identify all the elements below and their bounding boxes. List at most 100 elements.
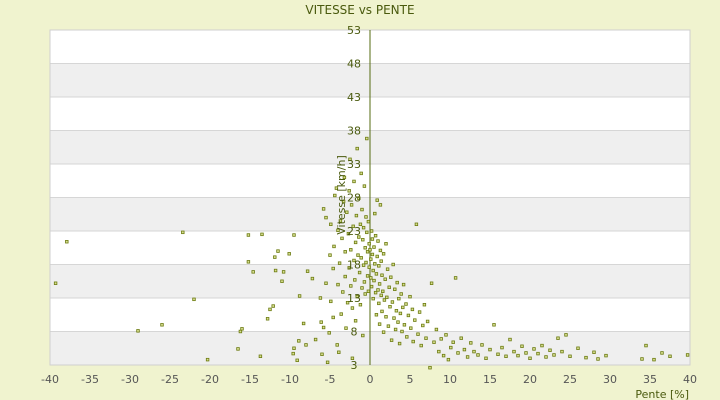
data-point bbox=[363, 292, 367, 296]
data-point bbox=[453, 276, 458, 280]
data-point bbox=[389, 338, 394, 342]
y-tick-label: 8 bbox=[351, 326, 358, 339]
data-point bbox=[346, 231, 351, 236]
data-point bbox=[349, 248, 353, 252]
y-tick-label: 23 bbox=[347, 225, 361, 238]
data-point bbox=[377, 264, 381, 268]
data-point bbox=[375, 254, 379, 259]
data-point bbox=[429, 281, 434, 285]
data-point bbox=[465, 355, 470, 359]
data-point bbox=[351, 224, 355, 229]
data-point bbox=[432, 340, 436, 344]
data-point bbox=[380, 309, 384, 314]
data-point bbox=[660, 351, 664, 355]
data-point bbox=[376, 239, 380, 243]
y-tick-label: 38 bbox=[347, 125, 361, 138]
data-point bbox=[401, 305, 405, 310]
data-point bbox=[584, 355, 588, 360]
data-point bbox=[390, 300, 395, 304]
data-point bbox=[318, 296, 323, 300]
data-point bbox=[449, 345, 453, 350]
y-tick-label: 53 bbox=[347, 24, 361, 37]
data-point bbox=[353, 240, 358, 245]
data-point bbox=[576, 346, 580, 350]
data-point bbox=[424, 336, 428, 340]
data-point bbox=[409, 326, 413, 330]
data-point bbox=[192, 297, 196, 302]
data-point bbox=[365, 250, 370, 254]
y-tick-label: 43 bbox=[347, 91, 361, 104]
data-point bbox=[387, 285, 391, 289]
data-point bbox=[524, 351, 528, 355]
data-point bbox=[548, 348, 552, 352]
data-point bbox=[516, 353, 520, 358]
data-point bbox=[372, 245, 376, 249]
data-point bbox=[358, 222, 363, 226]
x-tick-label: 10 bbox=[443, 373, 457, 386]
data-point bbox=[305, 269, 310, 273]
data-point bbox=[362, 184, 367, 188]
data-point bbox=[428, 365, 432, 370]
data-point bbox=[337, 350, 341, 354]
data-point bbox=[329, 222, 333, 226]
data-point bbox=[344, 326, 348, 330]
y-axis-label: Vitesse [km/h] bbox=[335, 155, 348, 235]
data-point bbox=[384, 242, 388, 246]
data-point bbox=[382, 298, 387, 302]
data-point bbox=[329, 299, 333, 304]
data-point bbox=[652, 357, 656, 362]
data-point bbox=[331, 315, 335, 320]
data-point bbox=[402, 323, 407, 327]
y-tick-label: 33 bbox=[347, 158, 361, 171]
data-point bbox=[357, 196, 361, 200]
data-point bbox=[394, 309, 399, 313]
data-point bbox=[251, 270, 255, 274]
data-point bbox=[332, 244, 336, 249]
data-point bbox=[417, 310, 422, 314]
data-point bbox=[160, 323, 164, 327]
data-point bbox=[592, 350, 596, 354]
y-tick-label: 3 bbox=[351, 359, 358, 372]
data-point bbox=[337, 261, 342, 265]
data-point bbox=[395, 280, 399, 285]
data-point bbox=[469, 341, 473, 345]
data-point bbox=[301, 321, 306, 326]
data-point bbox=[336, 228, 340, 233]
data-point bbox=[496, 352, 500, 356]
data-point bbox=[371, 268, 375, 273]
data-point bbox=[360, 207, 364, 212]
data-point bbox=[370, 237, 375, 241]
data-point bbox=[310, 276, 315, 281]
x-tick-label: 20 bbox=[523, 373, 537, 386]
data-point bbox=[375, 198, 379, 202]
data-point bbox=[363, 246, 367, 250]
data-point bbox=[568, 354, 572, 358]
data-point bbox=[400, 329, 404, 334]
data-point bbox=[325, 360, 330, 365]
data-point bbox=[425, 319, 430, 324]
data-point bbox=[393, 287, 397, 291]
x-tick-label: -15 bbox=[241, 373, 259, 386]
data-point bbox=[389, 275, 393, 279]
data-point bbox=[459, 336, 463, 340]
data-point bbox=[205, 357, 210, 362]
y-tick-label: 48 bbox=[347, 58, 361, 71]
data-point bbox=[401, 282, 406, 287]
data-point bbox=[381, 252, 386, 256]
data-point bbox=[384, 315, 388, 319]
x-tick-label: -35 bbox=[81, 373, 99, 386]
x-axis-label: Pente [%] bbox=[635, 388, 689, 400]
data-point bbox=[381, 330, 386, 334]
x-tick-label: 5 bbox=[407, 373, 414, 386]
data-point bbox=[404, 302, 408, 306]
data-point bbox=[350, 356, 355, 360]
data-point bbox=[414, 222, 419, 226]
data-point bbox=[342, 175, 347, 180]
data-point bbox=[422, 302, 427, 307]
data-point bbox=[238, 329, 243, 334]
data-point bbox=[367, 265, 371, 269]
data-point bbox=[564, 333, 568, 337]
data-point bbox=[421, 323, 425, 328]
data-point bbox=[331, 266, 335, 271]
data-point bbox=[396, 320, 400, 324]
